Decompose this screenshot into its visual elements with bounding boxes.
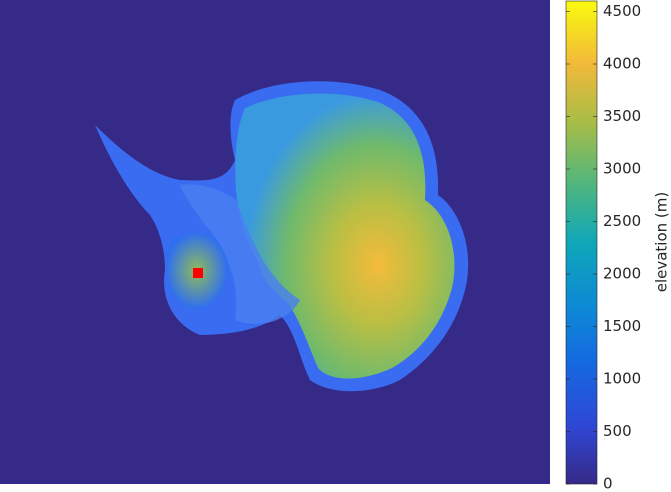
colorbar-tick-label: 2000 — [603, 265, 641, 283]
colorbar-tick-label: 1500 — [603, 317, 641, 335]
ice-shelf — [180, 184, 300, 324]
colorbar-tick-label: 3500 — [603, 107, 641, 125]
colorbar-tick-label: 4000 — [603, 55, 641, 73]
colorbar-tick-label: 4500 — [603, 2, 641, 20]
colorbar-tick-label: 1000 — [603, 370, 641, 388]
colorbar — [565, 0, 598, 485]
map — [0, 0, 550, 484]
colorbar-tick-label: 2500 — [603, 212, 641, 230]
colorbar-tick-label: 500 — [603, 422, 632, 440]
colorbar-label: elevation (m) — [653, 192, 671, 293]
location-marker — [193, 268, 203, 278]
colorbar-tick-label: 0 — [603, 475, 613, 492]
colorbar-tick-label: 3000 — [603, 160, 641, 178]
east-plateau — [235, 93, 455, 379]
